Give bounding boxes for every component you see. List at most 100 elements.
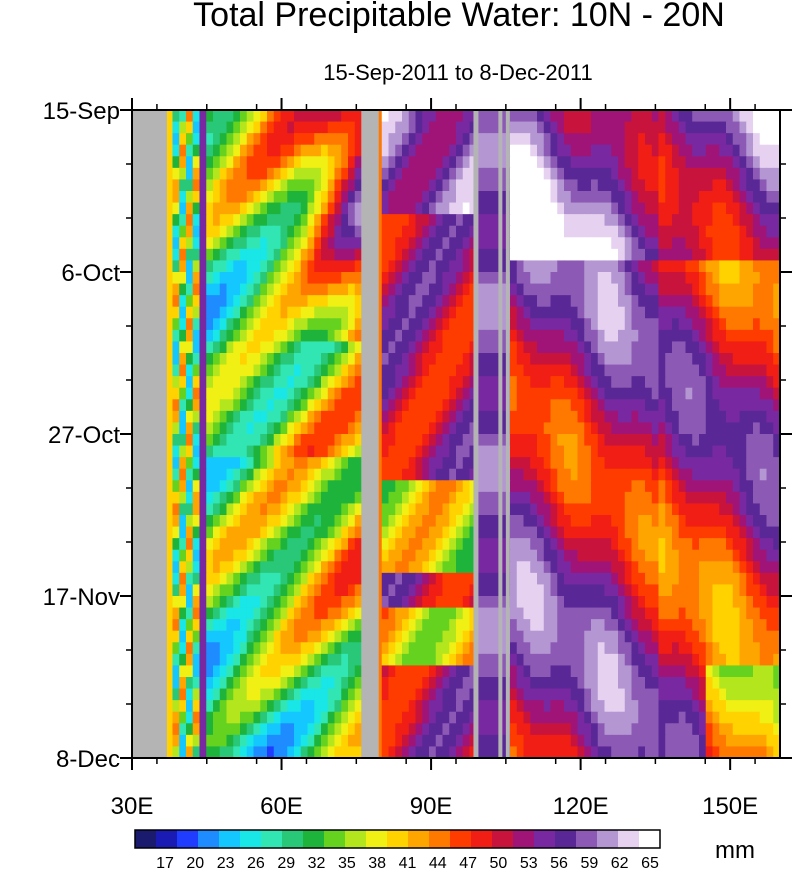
heatmap-cell [557,283,565,296]
heatmap-cell [537,538,545,551]
heatmap-cell [165,306,174,319]
heatmap-cell [267,237,275,250]
heatmap-cell [726,133,734,146]
heatmap-cell [287,353,295,366]
heatmap-cell [570,700,579,713]
heatmap-cell [604,653,612,667]
heatmap-cell [537,700,545,713]
heatmap-cell [172,445,180,458]
heatmap-cell [395,561,403,574]
heatmap-cell [678,630,687,643]
heatmap-cell [456,503,464,516]
heatmap-cell [199,202,207,215]
heatmap-cell [564,642,572,655]
heatmap-cell [246,445,255,458]
heatmap-cell [530,468,538,481]
heatmap-cell [408,503,417,516]
heatmap-cell [449,491,457,505]
heatmap-cell [543,480,552,493]
heatmap-cell [712,688,720,701]
heatmap-cell [537,156,545,169]
heatmap-cell [543,491,552,505]
heatmap-cell [429,295,437,308]
heatmap-cell [314,110,322,123]
heatmap-cell [408,248,417,262]
heatmap-cell [624,272,633,285]
heatmap-cell [746,572,754,586]
heatmap-cell [550,121,558,134]
heatmap-cell [179,341,187,354]
heatmap-cell [192,688,201,701]
heatmap-cell [442,329,450,343]
heatmap-cell [267,700,275,713]
heatmap-cell [280,387,288,400]
heatmap-cell [604,434,612,447]
heatmap-cell [489,272,498,285]
heatmap-cell [442,167,450,181]
heatmap-cell [429,225,437,238]
heatmap-cell [692,202,700,215]
heatmap-cell [442,272,450,285]
heatmap-cell [699,156,707,169]
heatmap-cell [388,306,396,319]
heatmap-cell [307,133,315,146]
heatmap-cell [645,653,653,667]
heatmap-cell [307,642,315,655]
heatmap-cell [246,515,255,528]
heatmap-cell [489,167,498,181]
heatmap-cell [408,665,417,678]
heatmap-cell [604,272,612,285]
heatmap-cell [381,156,390,169]
heatmap-cell [321,596,329,609]
heatmap-cell [300,225,309,238]
heatmap-cell [584,515,592,528]
heatmap-cell [672,167,680,181]
heatmap-cell [651,445,660,458]
heatmap-cell [442,584,450,597]
heatmap-cell [267,619,275,632]
heatmap-cell [260,248,268,262]
heatmap-cell [476,318,484,331]
heatmap-cell [530,503,538,516]
heatmap-cell [199,480,207,493]
heatmap-cell [759,156,768,169]
heatmap-cell [395,110,403,123]
heatmap-cell [483,283,491,296]
heatmap-cell [354,133,363,146]
heatmap-cell [732,619,741,632]
heatmap-cell [537,572,545,586]
heatmap-cell [321,642,329,655]
heatmap-cell [766,156,774,169]
heatmap-cell [240,272,248,285]
heatmap-cell [577,272,585,285]
heatmap-cell [638,434,646,447]
heatmap-cell [516,607,525,620]
heatmap-cell [246,353,255,366]
heatmap-cell [739,318,747,331]
heatmap-cell [253,688,261,701]
heatmap-cell [388,596,396,609]
heatmap-cell [172,387,180,400]
heatmap-cell [381,572,390,586]
heatmap-cell [415,596,423,609]
heatmap-cell [388,225,396,238]
heatmap-cell [354,700,363,713]
heatmap-cell [388,364,396,377]
heatmap-cell [550,329,558,343]
heatmap-cell [415,260,423,273]
heatmap-cell [712,399,720,412]
heatmap-cell [469,584,477,597]
heatmap-cell [300,642,309,655]
heatmap-cell [705,665,714,678]
heatmap-cell [435,422,444,435]
heatmap-cell [429,677,437,690]
heatmap-cell [719,515,727,528]
heatmap-cell [739,399,747,412]
heatmap-cell [732,468,741,481]
heatmap-cell [550,283,558,296]
heatmap-cell [206,272,214,285]
heatmap-cell [267,283,275,296]
heatmap-cell [395,260,403,273]
heatmap-cell [739,630,747,643]
heatmap-cell [422,248,430,262]
